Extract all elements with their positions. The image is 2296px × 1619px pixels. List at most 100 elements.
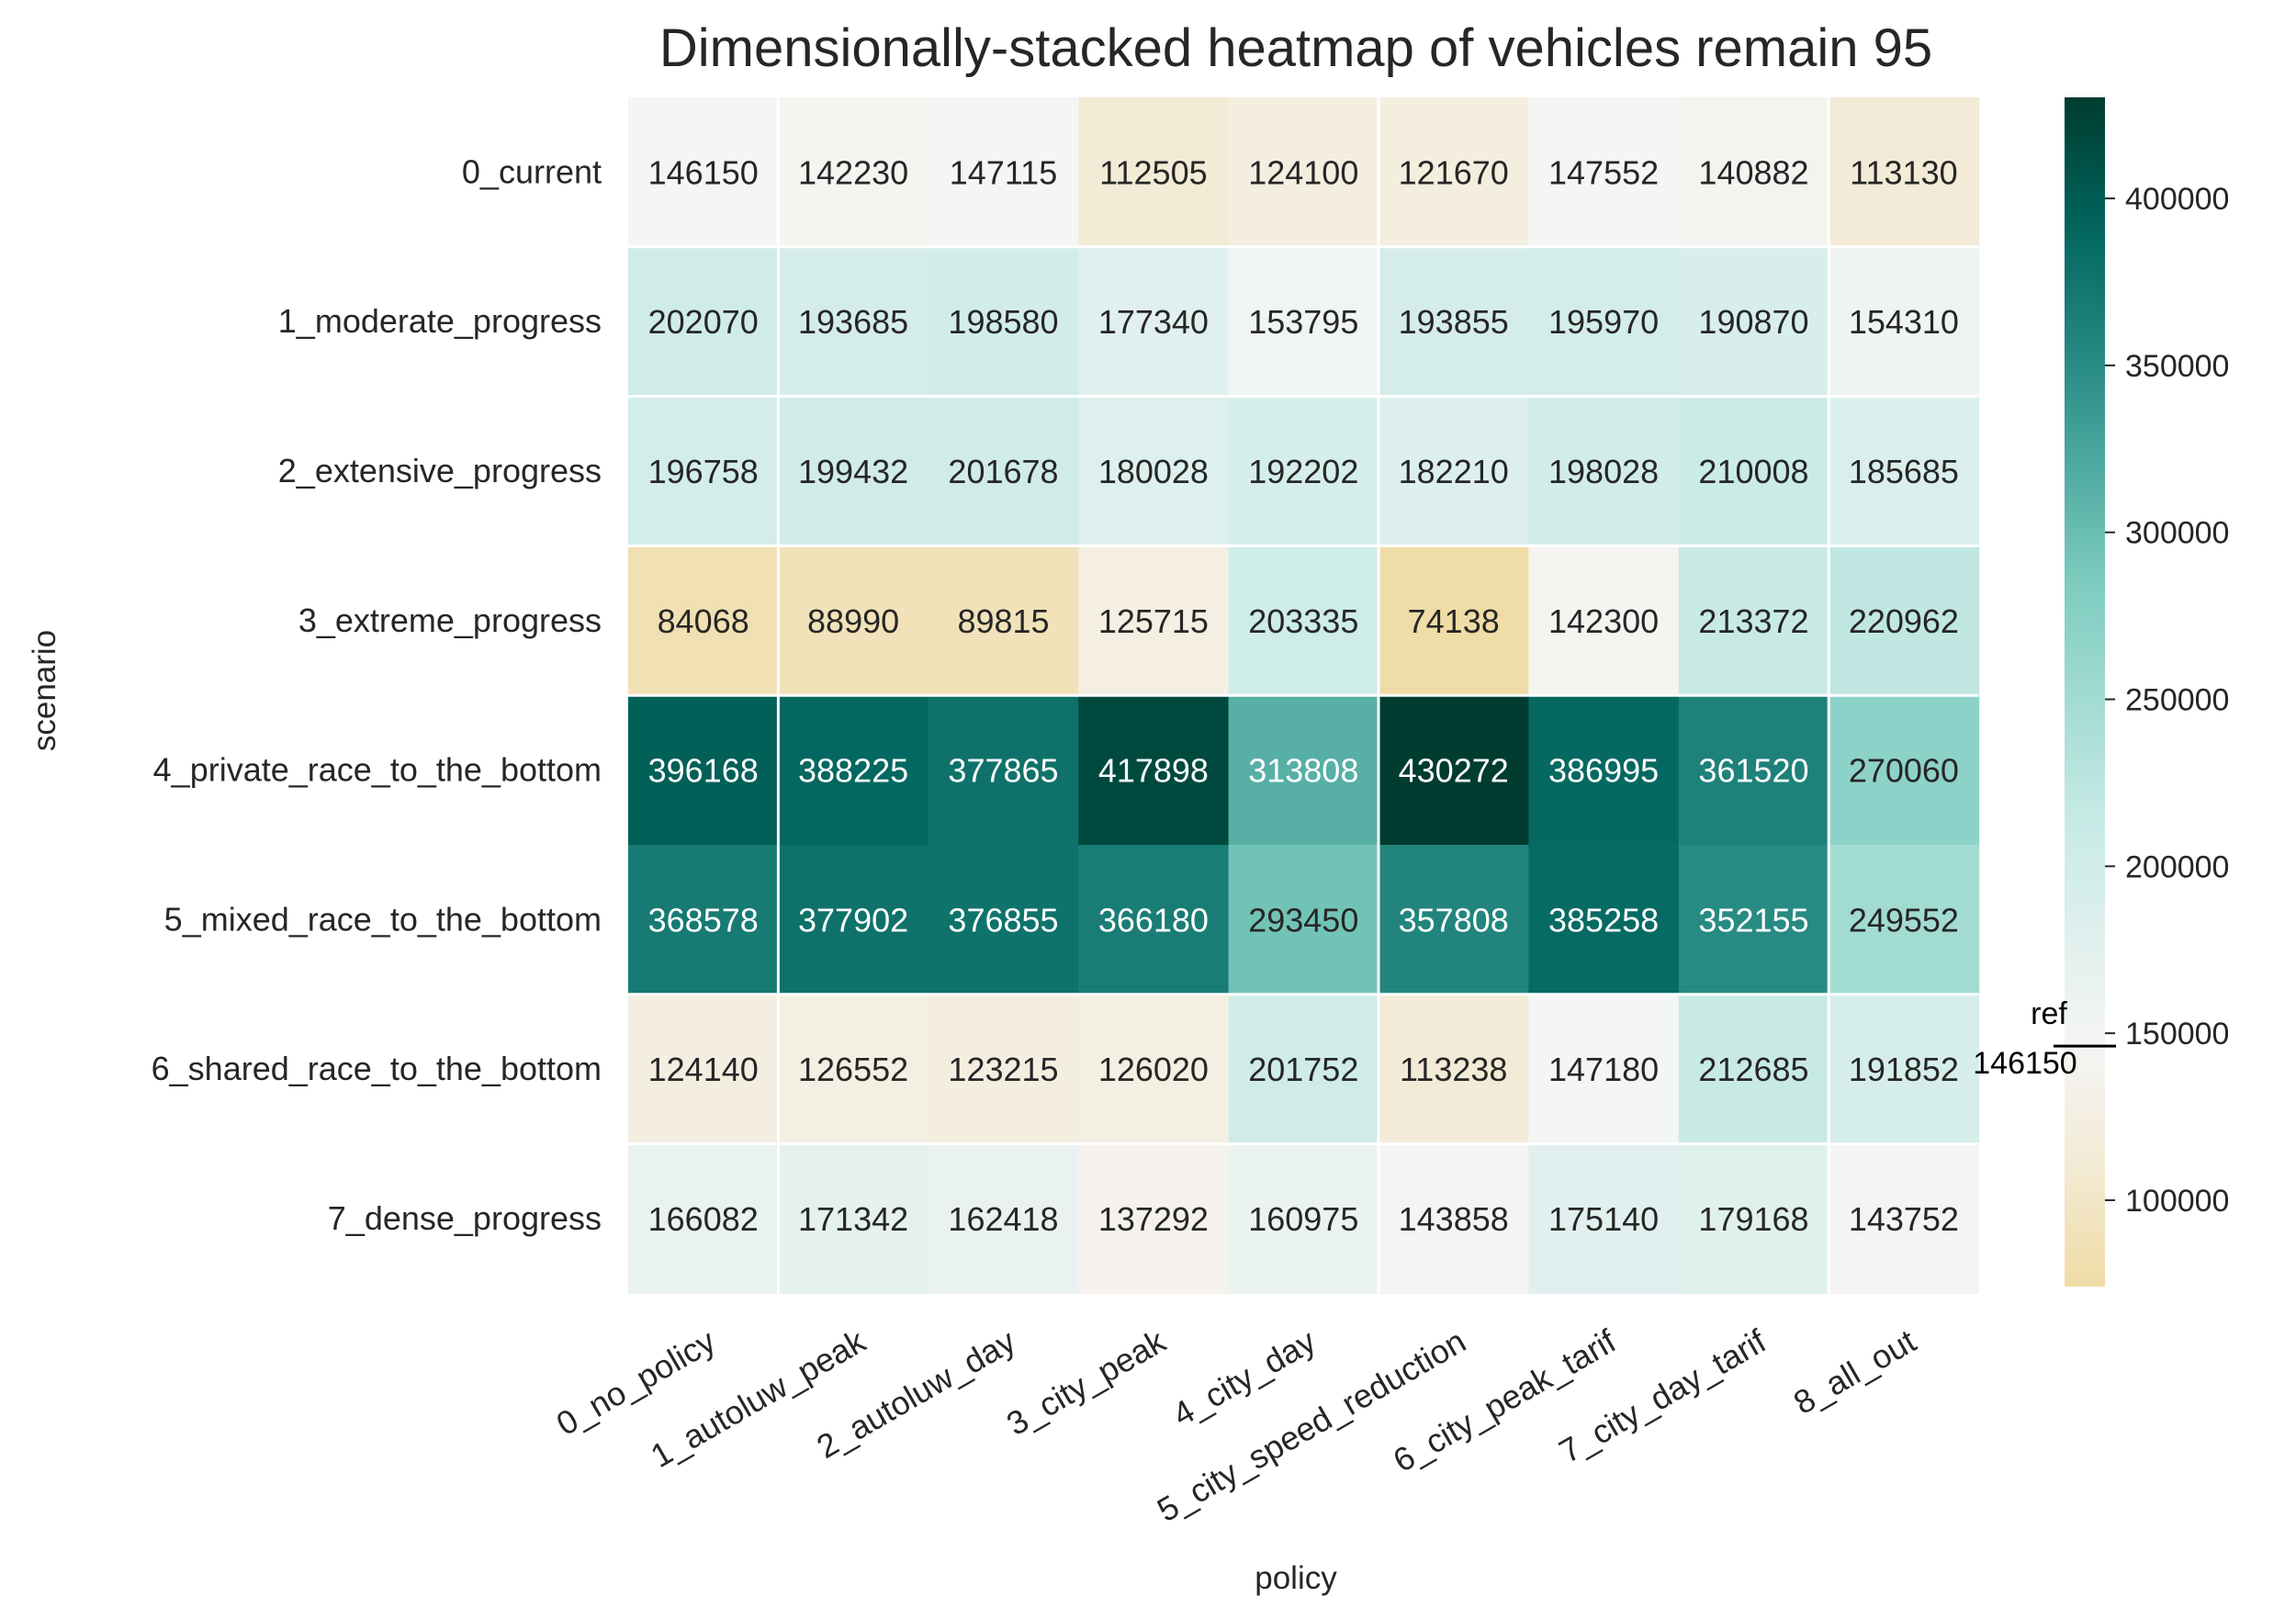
heatmap-cell xyxy=(928,396,1079,546)
cell-value-label: 147180 xyxy=(1548,1051,1659,1088)
cell-value-label: 293450 xyxy=(1248,901,1358,939)
cell-value-label: 352155 xyxy=(1698,901,1808,939)
cell-value-label: 147115 xyxy=(950,153,1057,191)
cell-value-label: 377902 xyxy=(798,901,908,939)
heatmap-cell xyxy=(1078,246,1230,398)
heatmap-cell xyxy=(1078,1143,1230,1294)
heatmap-cell xyxy=(1379,695,1529,846)
y-tick-label: 7_dense_progress xyxy=(328,1199,602,1237)
cell-value-label: 140882 xyxy=(1698,153,1808,191)
x-tick-labels: 0_no_policy1_autoluw_peak2_autoluw_day3_… xyxy=(550,1321,1922,1529)
heatmap-cell xyxy=(778,396,929,546)
y-tick-label: 0_current xyxy=(462,152,602,190)
cell-value-label: 147552 xyxy=(1548,153,1659,191)
heatmap-cell xyxy=(628,1143,779,1294)
cell-value-label: 430272 xyxy=(1399,752,1509,790)
heatmap-cell xyxy=(1379,994,1529,1145)
cell-value-label: 166082 xyxy=(648,1200,759,1238)
cell-value-label: 143752 xyxy=(1849,1200,1959,1238)
cell-value-label: 388225 xyxy=(798,752,908,790)
cell-value-label: 153795 xyxy=(1248,303,1358,341)
heatmap-cell xyxy=(928,994,1079,1145)
heatmap-cell xyxy=(1528,396,1680,546)
y-tick-labels: 0_current 1_moderate_progress 2_extensive_… xyxy=(152,152,602,1237)
cell-value-label: 154310 xyxy=(1849,303,1959,341)
heatmap-cell xyxy=(778,545,929,696)
heatmap-cell xyxy=(1528,246,1680,398)
cell-value-label: 113238 xyxy=(1400,1051,1507,1088)
heatmap-cell xyxy=(1078,695,1230,846)
heatmap-cell xyxy=(778,1143,929,1294)
cell-value-label: 201752 xyxy=(1248,1051,1358,1088)
cell-separators xyxy=(628,97,1979,1294)
heatmap-cell xyxy=(928,545,1079,696)
heatmap-cell xyxy=(778,97,929,248)
cell-value-label: 142230 xyxy=(798,153,908,191)
heatmap-cell xyxy=(1829,97,1980,248)
heatmap-cell xyxy=(628,845,779,995)
heatmap-cell xyxy=(1829,994,1980,1145)
cell-value-label: 124140 xyxy=(648,1051,759,1088)
heatmap-cell xyxy=(1379,97,1529,248)
cell-value-label: 203335 xyxy=(1248,602,1358,640)
reference-marker-value: 146150 xyxy=(1973,1046,2077,1081)
cell-value-label: 212685 xyxy=(1698,1051,1808,1088)
y-tick-label: 6_shared_race_to_the_bottom xyxy=(152,1050,602,1087)
x-axis-label: policy xyxy=(1255,1560,1337,1596)
y-axis-label: scenario xyxy=(27,630,62,751)
heatmap-cell xyxy=(1228,97,1379,248)
heatmap-cell xyxy=(778,845,929,995)
heatmap-cell xyxy=(628,695,779,846)
reference-marker: ref 146150 xyxy=(1973,996,2116,1081)
heatmap-cell xyxy=(778,994,929,1145)
cell-value-label: 88990 xyxy=(807,602,899,640)
cell-value-label: 190870 xyxy=(1698,303,1808,341)
cell-value-label: 121670 xyxy=(1399,153,1509,191)
colorbar-tick-label: 150000 xyxy=(2125,1017,2229,1051)
colorbar-tick-label: 400000 xyxy=(2125,182,2229,217)
cell-value-label: 199432 xyxy=(798,453,908,490)
heatmap-cell xyxy=(1678,396,1829,546)
cell-value-label: 142300 xyxy=(1548,602,1659,640)
heatmap-cell xyxy=(1528,97,1680,248)
heatmap-cell xyxy=(628,994,779,1145)
colorbar-tick-label: 100000 xyxy=(2125,1184,2229,1219)
heatmap-cell xyxy=(1228,246,1379,398)
cell-value-label: 175140 xyxy=(1548,1200,1659,1238)
heatmap-cell xyxy=(928,695,1079,846)
heatmap-cell xyxy=(1078,396,1230,546)
heatmap-cell xyxy=(1528,1143,1680,1294)
cell-value-label: 385258 xyxy=(1548,901,1659,939)
cell-value-label: 89815 xyxy=(957,602,1049,640)
heatmap-cell xyxy=(628,545,779,696)
cell-value-label: 198580 xyxy=(948,303,1058,341)
heatmap-cell xyxy=(778,246,929,398)
cell-value-label: 220962 xyxy=(1849,602,1959,640)
cell-value-label: 213372 xyxy=(1698,602,1808,640)
heatmap-cell xyxy=(928,845,1079,995)
heatmap-cell xyxy=(1829,1143,1980,1294)
heatmap-cell xyxy=(1078,845,1230,995)
cell-value-label: 210008 xyxy=(1698,453,1808,490)
heatmap-cell xyxy=(778,695,929,846)
colorbar-ticks: 100000 150000 200000 250000 300000 350000 4000… xyxy=(2105,182,2229,1219)
heatmap-cell xyxy=(1528,545,1680,696)
heatmap-cell xyxy=(1078,545,1230,696)
heatmap-cell xyxy=(1678,994,1829,1145)
cell-value-label: 376855 xyxy=(948,901,1058,939)
cell-value-label: 177340 xyxy=(1098,303,1209,341)
heatmap-cell xyxy=(1379,396,1529,546)
cell-value-label: 377865 xyxy=(948,752,1058,790)
cell-value-label: 198028 xyxy=(1548,453,1659,490)
heatmap-cell xyxy=(1528,695,1680,846)
cell-value-label: 162418 xyxy=(948,1200,1058,1238)
heatmap-cell xyxy=(1379,545,1529,696)
cell-value-label: 191852 xyxy=(1849,1051,1959,1088)
colorbar-tick-label: 250000 xyxy=(2125,683,2229,718)
heatmap-cell xyxy=(1829,246,1980,398)
cell-value-label: 180028 xyxy=(1098,453,1209,490)
reference-marker-label: ref xyxy=(2031,996,2067,1031)
heatmap-cell xyxy=(628,396,779,546)
heatmap-cell xyxy=(1228,695,1379,846)
cell-value-label: 143858 xyxy=(1399,1200,1509,1238)
